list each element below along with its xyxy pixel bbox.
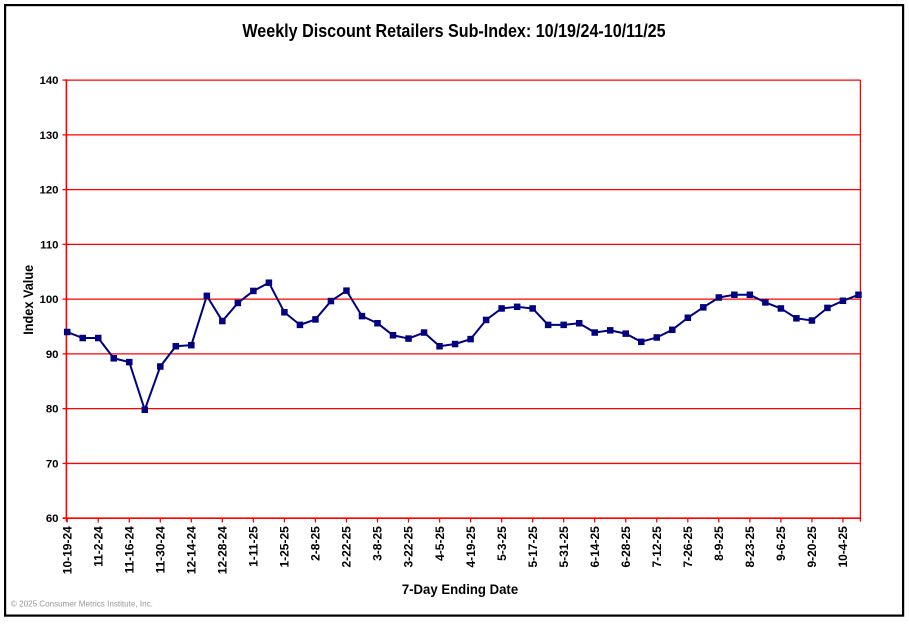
- svg-text:9-6-25: 9-6-25: [774, 526, 788, 561]
- svg-text:110: 110: [40, 239, 58, 251]
- svg-text:90: 90: [46, 349, 59, 361]
- svg-text:11-16-24: 11-16-24: [122, 526, 136, 574]
- svg-text:2-22-25: 2-22-25: [340, 526, 354, 568]
- svg-text:70: 70: [46, 458, 59, 470]
- svg-text:11-30-24: 11-30-24: [153, 526, 167, 574]
- svg-text:© 2025 Consumer Metrics Instit: © 2025 Consumer Metrics Institute, Inc.: [11, 598, 153, 608]
- svg-text:9-20-25: 9-20-25: [805, 526, 819, 568]
- svg-text:7-26-25: 7-26-25: [681, 526, 695, 568]
- svg-text:10-19-24: 10-19-24: [60, 526, 74, 574]
- svg-text:60: 60: [46, 513, 59, 525]
- svg-text:6-28-25: 6-28-25: [619, 526, 633, 568]
- svg-text:10-4-25: 10-4-25: [836, 526, 850, 568]
- svg-text:1-25-25: 1-25-25: [278, 526, 292, 568]
- svg-text:4-19-25: 4-19-25: [464, 526, 478, 568]
- svg-text:5-17-25: 5-17-25: [526, 526, 540, 568]
- svg-text:3-8-25: 3-8-25: [371, 526, 385, 561]
- svg-text:Weekly Discount Retailers Sub-: Weekly Discount Retailers Sub-Index: 10/…: [242, 21, 665, 41]
- svg-text:8-23-25: 8-23-25: [743, 526, 757, 568]
- svg-text:5-3-25: 5-3-25: [495, 526, 509, 561]
- svg-text:6-14-25: 6-14-25: [588, 526, 602, 568]
- svg-text:7-Day Ending Date: 7-Day Ending Date: [402, 582, 519, 597]
- svg-text:11-2-24: 11-2-24: [91, 526, 105, 567]
- svg-text:8-9-25: 8-9-25: [712, 526, 726, 561]
- svg-text:140: 140: [39, 75, 58, 87]
- svg-text:120: 120: [39, 185, 58, 197]
- svg-text:3-22-25: 3-22-25: [402, 526, 416, 568]
- svg-text:12-28-24: 12-28-24: [216, 526, 230, 574]
- svg-text:4-5-25: 4-5-25: [433, 526, 447, 561]
- svg-text:5-31-25: 5-31-25: [557, 526, 571, 568]
- svg-text:12-14-24: 12-14-24: [185, 526, 199, 574]
- svg-text:1-11-25: 1-11-25: [247, 526, 261, 567]
- svg-text:Index Value: Index Value: [20, 265, 36, 335]
- svg-text:2-8-25: 2-8-25: [309, 526, 323, 561]
- svg-text:130: 130: [39, 130, 58, 142]
- svg-text:7-12-25: 7-12-25: [650, 526, 664, 568]
- svg-text:80: 80: [46, 404, 59, 416]
- svg-text:100: 100: [39, 294, 58, 306]
